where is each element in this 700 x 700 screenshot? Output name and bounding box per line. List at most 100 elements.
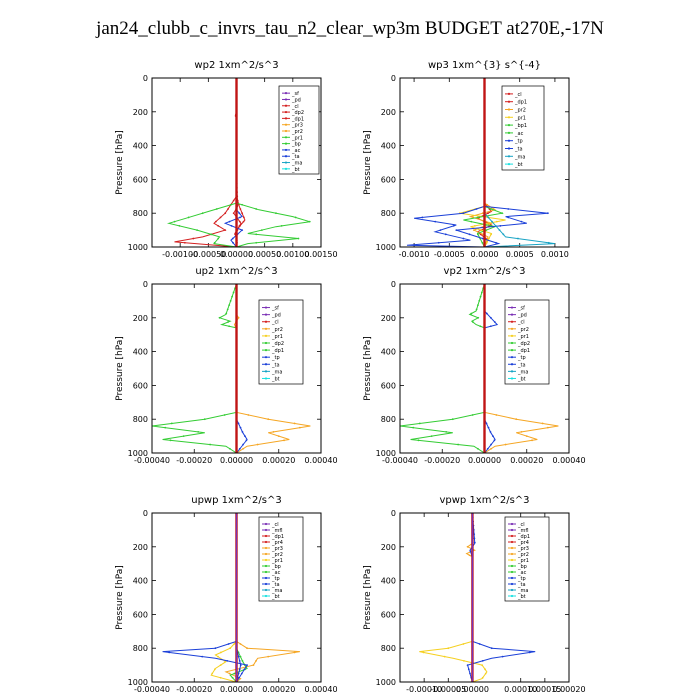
series-point: [210, 233, 213, 236]
series-point: [492, 435, 494, 437]
legend: _sf_pd_cl_pr2_pr1_dp2_dp1_tp_ta_ma_bt: [258, 299, 304, 385]
legend-marker: [507, 155, 511, 158]
legend-entry: _dp2: [271, 341, 284, 347]
series-point: [219, 216, 222, 219]
series-point: [486, 447, 489, 450]
series-point: [547, 241, 550, 244]
legend-marker: [264, 594, 268, 598]
legend-marker: [510, 306, 514, 309]
y-tick-label: 800: [133, 209, 148, 218]
series-line-tp: [162, 513, 248, 682]
y-tick-label: 200: [133, 108, 148, 117]
legend-marker: [510, 348, 514, 352]
series-point: [293, 422, 296, 425]
legend-marker: [264, 570, 268, 574]
series-point: [495, 414, 498, 416]
x-tick-label: -0.00020: [424, 456, 460, 465]
series-point: [494, 224, 497, 227]
x-tick-label: -0.00040: [134, 456, 170, 465]
series-point: [418, 422, 421, 425]
series-line-tp: [484, 284, 499, 453]
y-tick-label: 600: [133, 175, 148, 184]
legend-entry: _bt: [271, 594, 280, 600]
legend-entry: _dp2: [517, 341, 530, 347]
series-point: [213, 668, 216, 671]
x-tick-label: 0.00000: [468, 456, 501, 465]
legend-marker: [264, 552, 268, 556]
legend-marker: [510, 582, 514, 586]
legend-entry: _mfl: [517, 528, 529, 534]
series-point: [237, 655, 240, 658]
series-point: [220, 651, 222, 654]
series-point: [502, 233, 505, 236]
series-point: [531, 439, 533, 442]
legend-entry: _dp1: [271, 534, 284, 540]
series-point: [480, 229, 482, 232]
y-tick-label: 400: [381, 577, 396, 586]
series-point: [421, 216, 424, 219]
series-point: [462, 643, 465, 645]
legend-entry: _ac: [291, 148, 301, 154]
series-point: [546, 212, 549, 215]
legend-marker: [264, 348, 268, 352]
series-point: [241, 229, 244, 232]
series-point: [491, 220, 493, 223]
y-tick-label: 600: [133, 381, 148, 390]
legend-marker: [507, 124, 511, 127]
y-tick-label: 0: [143, 74, 148, 83]
legend-entry: _ma: [517, 588, 528, 594]
series-point: [182, 435, 185, 437]
legend-entry: _bp: [291, 142, 301, 148]
series-point: [219, 676, 222, 679]
legend-entry: _dp2: [291, 110, 304, 116]
y-tick-label: 800: [381, 209, 396, 218]
chart-panel-6: vpwp 1xm^2/s^3 Pressure [hPa] 0 200 400 600 80…: [363, 495, 586, 694]
series-point: [485, 312, 488, 315]
y-tick-label: 200: [133, 314, 148, 323]
series-point: [447, 647, 450, 650]
legend-marker: [510, 313, 514, 316]
legend-entry: _ta: [517, 582, 526, 588]
series-point: [217, 237, 220, 240]
series-point: [479, 325, 482, 328]
legend-marker: [507, 147, 511, 150]
series-point: [489, 430, 492, 433]
chart-panel-5: upwp 1xm^2/s^3 Pressure [hPa] 0 200 400 600 80…: [115, 495, 338, 694]
legend-marker: [264, 341, 268, 345]
legend-entry: _tp: [271, 355, 280, 361]
series-point: [238, 447, 241, 450]
legend-entry: _cl: [517, 522, 525, 528]
series-point: [255, 241, 258, 244]
legend-entry: _sf: [517, 306, 525, 312]
legend-marker: [284, 117, 288, 120]
series-point: [241, 203, 244, 206]
series-point: [187, 216, 190, 219]
legend-entry: _pr3: [291, 123, 303, 129]
series-point: [280, 224, 283, 227]
legend-marker: [510, 540, 514, 544]
series-point: [218, 316, 221, 319]
series-point: [227, 643, 230, 645]
legend-marker: [264, 534, 268, 538]
series-point: [232, 212, 235, 215]
series-point: [473, 537, 476, 540]
series-point: [231, 237, 234, 240]
legend-entry: _pr1: [291, 135, 303, 141]
x-tick-label: 0.0010: [541, 250, 569, 259]
legend-marker: [264, 558, 268, 562]
series-point: [168, 651, 171, 654]
series-point: [239, 208, 242, 210]
legend-marker: [264, 528, 268, 532]
series-point: [238, 212, 241, 215]
x-tick-label: 0.00010: [504, 685, 537, 694]
series-point: [224, 229, 227, 232]
figure-title: jan24_clubb_c_invrs_tau_n2_clear_wp3m BU…: [96, 18, 604, 39]
series-point: [412, 426, 415, 429]
series-point: [455, 229, 458, 232]
series-point: [490, 443, 493, 446]
series-point: [481, 212, 484, 215]
series-point: [493, 321, 496, 323]
legend-entry: _pr2: [517, 327, 529, 333]
series-point: [308, 220, 311, 223]
series-point: [239, 643, 242, 645]
